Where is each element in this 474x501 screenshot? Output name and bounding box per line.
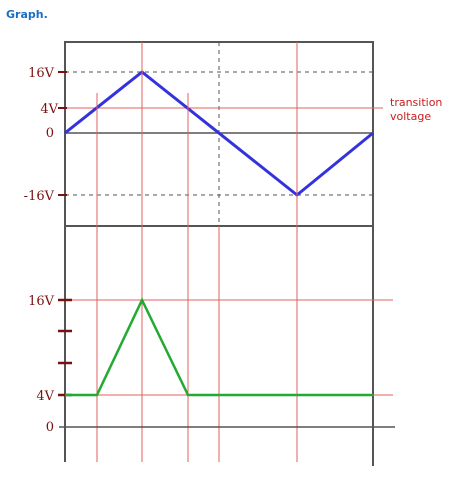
label-0-bottom: 0 — [46, 420, 54, 435]
annotation-transition: transition — [390, 96, 442, 109]
label-4v-bottom: 4V — [36, 389, 54, 404]
top-plot: 16V 4V 0 -16V transition voltage — [24, 41, 442, 227]
bottom-plot: 16V 4V 0 — [28, 226, 395, 466]
label-0-top: 0 — [46, 126, 54, 141]
label-4v-top: 4V — [40, 102, 58, 117]
annotation-voltage: voltage — [390, 110, 431, 123]
output-waveform — [65, 297, 373, 397]
time-markers — [96, 42, 298, 462]
label-neg16v-top: -16V — [24, 189, 55, 204]
input-triangle-wave — [64, 70, 374, 197]
label-16v-top: 16V — [28, 66, 55, 81]
page-title: Graph. — [6, 8, 48, 21]
label-16v-bottom: 16V — [28, 294, 55, 309]
